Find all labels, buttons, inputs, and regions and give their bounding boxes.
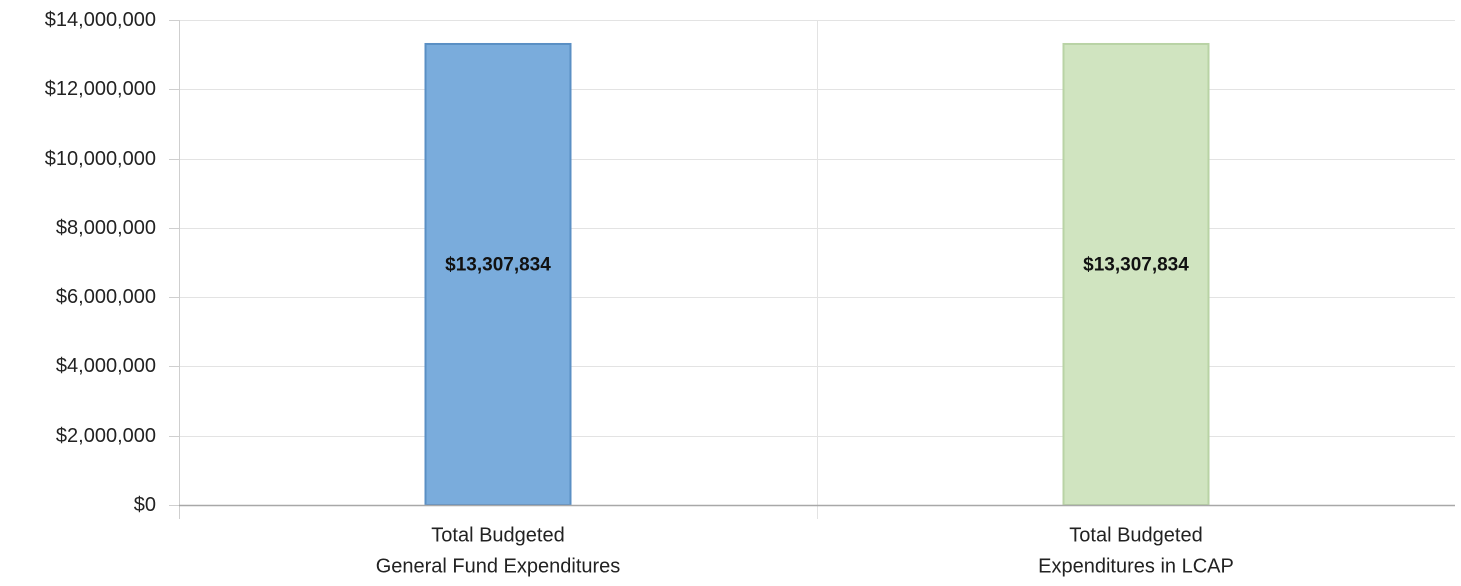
- y-tick-label: $10,000,000: [45, 148, 156, 170]
- bar: [424, 42, 572, 506]
- x-tick-label: Total Budgeted: [431, 524, 564, 546]
- bar-data-label: $13,307,834: [445, 255, 551, 276]
- bars: [424, 42, 1210, 506]
- bar-data-label: $13,307,834: [1083, 255, 1189, 276]
- x-tick-label: Expenditures in LCAP: [1038, 555, 1234, 577]
- y-tick-label: $8,000,000: [56, 217, 156, 239]
- axes: [169, 20, 1455, 519]
- x-tick-label: Total Budgeted: [1069, 524, 1202, 546]
- bar: [1062, 42, 1210, 506]
- x-tick-label: General Fund Expenditures: [376, 555, 621, 577]
- y-tick-label: $6,000,000: [56, 286, 156, 308]
- y-axis-ticks: $0 $2,000,000 $4,000,000 $6,000,000 $8,000,0…: [45, 9, 156, 516]
- grid-lines: [179, 20, 1455, 519]
- x-axis-ticks: Total Budgeted General Fund Expenditures T…: [376, 524, 1234, 577]
- y-tick-label: $14,000,000: [45, 9, 156, 31]
- data-labels: $13,307,834 $13,307,834: [445, 255, 1189, 276]
- y-tick-label: $0: [134, 494, 156, 516]
- y-tick-label: $4,000,000: [56, 355, 156, 377]
- y-tick-label: $12,000,000: [45, 78, 156, 100]
- y-tick-label: $2,000,000: [56, 425, 156, 447]
